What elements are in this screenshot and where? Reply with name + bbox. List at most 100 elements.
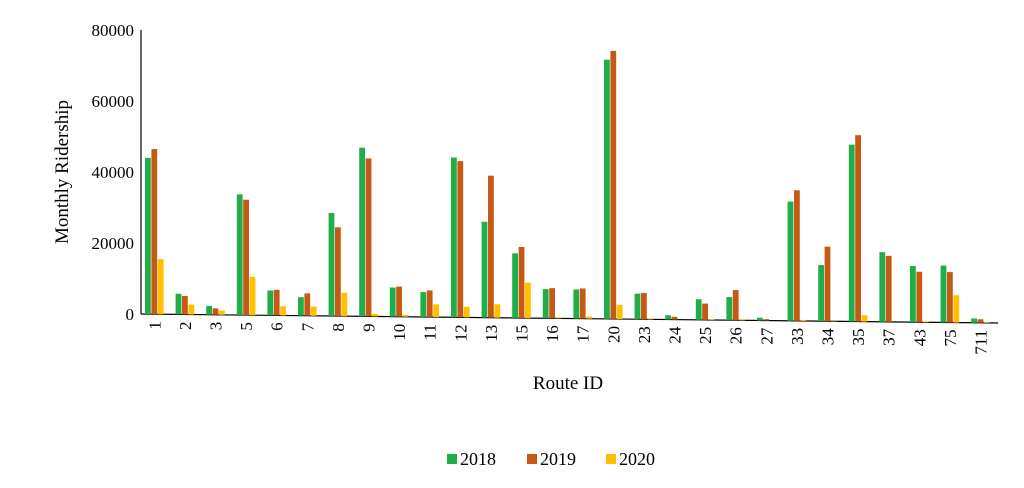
- bar-2020-route-43: [922, 321, 929, 323]
- x-tick-label: 17: [574, 325, 593, 343]
- bar-2018-route-7: [298, 297, 304, 316]
- y-tick-labels: 0 20000 40000 60000 80000: [92, 21, 135, 324]
- x-tick-label: 711: [972, 330, 991, 355]
- bar-2019-route-2: [182, 296, 188, 315]
- bar-2019-route-5: [243, 199, 249, 316]
- bar-2018-route-13: [481, 221, 488, 318]
- bar-2020-route-13: [494, 304, 501, 318]
- bar-2019-route-7: [304, 293, 311, 316]
- y-tick-label: 0: [126, 305, 135, 324]
- bar-2020-route-26: [739, 319, 745, 321]
- bar-2019-route-24: [671, 316, 678, 320]
- legend-swatch-2018: [447, 454, 457, 464]
- x-tick-label: 24: [666, 326, 685, 344]
- y-tick-label: 40000: [92, 163, 135, 182]
- bar-2018-route-16: [542, 289, 549, 319]
- x-tick-label: 7: [298, 322, 317, 331]
- bar-2020-route-35: [861, 315, 868, 322]
- legend-label-2020: 2020: [619, 449, 655, 469]
- x-tick-label: 20: [604, 326, 623, 343]
- bar-2018-route-711: [971, 318, 977, 323]
- x-tick-label: 1: [145, 321, 164, 330]
- bar-2019-route-10: [396, 286, 402, 317]
- bar-2020-route-5: [249, 276, 256, 316]
- x-tick-label: 25: [696, 327, 715, 344]
- legend-label-2019: 2019: [540, 449, 576, 469]
- x-tick-label: 26: [727, 327, 746, 344]
- bar-2019-route-25: [702, 303, 708, 320]
- bar-2020-route-9: [372, 313, 378, 317]
- bar-2018-route-5: [236, 194, 243, 316]
- legend: 2018 2019 2020: [447, 449, 655, 469]
- bar-2020-route-2: [188, 304, 195, 315]
- bar-2018-route-17: [573, 289, 580, 319]
- bar-2018-route-12: [451, 157, 457, 318]
- bar-2019-route-6: [273, 289, 280, 316]
- bar-2018-route-8: [328, 213, 335, 316]
- bar-2019-route-34: [824, 246, 831, 322]
- legend-swatch-2019: [527, 454, 537, 464]
- x-tick-label: 9: [360, 323, 379, 332]
- x-tick-label: 27: [757, 327, 776, 345]
- bar-2018-route-34: [818, 265, 824, 322]
- bar-2020-route-3: [219, 310, 225, 315]
- bar-2020-route-10: [402, 315, 409, 317]
- bar-2020-route-711: [984, 322, 990, 323]
- y-axis-title: Monthly Ridership: [52, 100, 73, 244]
- x-tick-label: 33: [788, 328, 807, 345]
- x-tick-label: 2: [176, 322, 195, 331]
- bar-2018-route-20: [604, 59, 610, 319]
- x-tick-label: 35: [849, 329, 868, 346]
- bar-2019-route-33: [794, 190, 800, 321]
- legend-label-2018: 2018: [460, 449, 496, 469]
- x-tick-label: 3: [207, 322, 226, 331]
- bar-2018-route-27: [757, 317, 763, 321]
- x-tick-label: 8: [329, 323, 348, 332]
- bar-2018-route-1: [145, 157, 151, 315]
- x-tick-label: 12: [451, 324, 470, 341]
- bar-2020-route-7: [310, 306, 317, 316]
- bar-2018-route-10: [389, 287, 396, 317]
- bar-2019-route-27: [763, 319, 770, 321]
- bar-2020-route-16: [555, 317, 562, 319]
- x-axis-title: Route ID: [533, 373, 603, 394]
- x-tick-label: 16: [543, 325, 562, 342]
- y-tick-label: 80000: [92, 21, 135, 40]
- bar-2019-route-1: [151, 149, 158, 315]
- x-tick-labels: 1 2 3 5 6 7 8 9 10 11 12 13 15 16 17 20 23 24 25 26 27 33 34 35…: [145, 321, 990, 355]
- x-tick-label: 10: [390, 324, 409, 341]
- bar-2019-route-37: [885, 255, 892, 322]
- bar-2019-route-23: [641, 293, 647, 320]
- bar-2019-route-75: [947, 272, 953, 323]
- bar-2018-route-35: [848, 144, 855, 322]
- bar-2019-route-3: [212, 308, 219, 315]
- bar-2018-route-43: [910, 266, 916, 323]
- bar-2018-route-26: [726, 297, 733, 321]
- x-tick-label: 6: [268, 322, 287, 331]
- x-axis-line: [140, 313, 999, 324]
- bar-2020-route-12: [463, 306, 470, 318]
- bar-2020-route-17: [586, 316, 592, 319]
- bar-2019-route-43: [916, 271, 923, 323]
- bar-2020-route-23: [647, 318, 654, 320]
- bar-2020-route-20: [616, 304, 623, 320]
- bar-2018-route-6: [267, 290, 274, 316]
- x-tick-label: 43: [910, 329, 929, 346]
- bar-2018-route-3: [206, 305, 212, 315]
- bar-2019-route-11: [426, 290, 433, 318]
- bar-2018-route-33: [787, 201, 794, 321]
- bar-2020-route-75: [953, 295, 960, 323]
- bar-2019-route-26: [732, 290, 739, 321]
- bar-2020-route-6: [280, 306, 286, 316]
- bar-2018-route-2: [175, 293, 182, 315]
- legend-swatch-2020: [606, 454, 616, 464]
- x-tick-label: 37: [880, 328, 899, 346]
- bar-2018-route-75: [940, 265, 947, 323]
- bar-2019-route-20: [610, 50, 617, 319]
- bar-2018-route-37: [879, 252, 886, 322]
- bar-2019-route-17: [579, 288, 586, 319]
- bar-2019-route-8: [335, 227, 341, 317]
- bar-2019-route-12: [457, 161, 464, 318]
- x-tick-label: 11: [421, 324, 440, 340]
